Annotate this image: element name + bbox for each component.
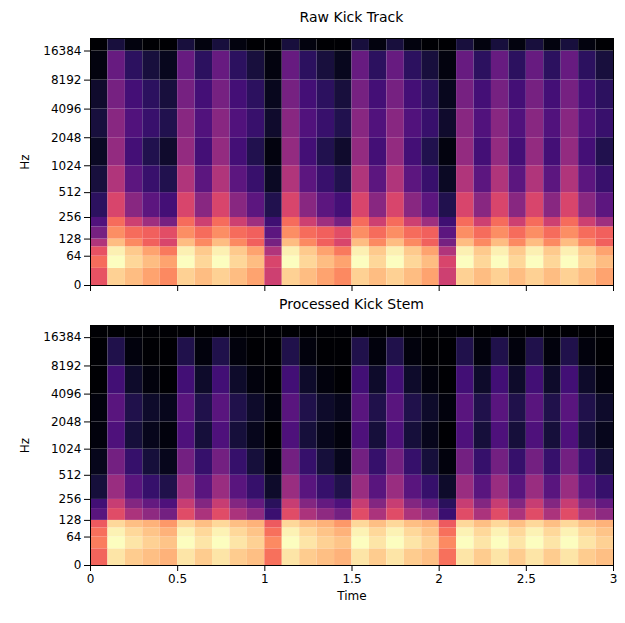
svg-text:1024: 1024 (51, 442, 82, 456)
svg-text:256: 256 (59, 210, 82, 224)
svg-text:Hz: Hz (18, 438, 32, 453)
svg-text:256: 256 (59, 492, 82, 506)
svg-text:16384: 16384 (43, 330, 81, 344)
svg-text:0.5: 0.5 (168, 572, 187, 586)
html-text:Processed Kick Stem: Processed Kick Stem (279, 296, 424, 312)
svg-text:0: 0 (74, 558, 82, 572)
svg-text:2048: 2048 (51, 415, 82, 429)
svg-text:0: 0 (74, 278, 82, 292)
svg-text:Hz: Hz (18, 154, 32, 169)
svg-text:8192: 8192 (51, 73, 82, 87)
svg-text:4096: 4096 (51, 387, 82, 401)
svg-text:3: 3 (610, 572, 618, 586)
svg-text:Time: Time (336, 589, 366, 603)
svg-text:2: 2 (435, 572, 443, 586)
svg-text:128: 128 (59, 513, 82, 527)
svg-text:2.5: 2.5 (517, 572, 536, 586)
html-text:Raw Kick Track: Raw Kick Track (299, 9, 404, 25)
svg-text:2048: 2048 (51, 131, 82, 145)
svg-text:1: 1 (261, 572, 269, 586)
svg-text:0: 0 (87, 572, 95, 586)
svg-text:1024: 1024 (51, 159, 82, 173)
svg-text:64: 64 (66, 530, 81, 544)
svg-text:1.5: 1.5 (342, 572, 361, 586)
svg-text:128: 128 (59, 232, 82, 246)
svg-text:8192: 8192 (51, 359, 82, 373)
svg-text:512: 512 (59, 468, 82, 482)
svg-text:16384: 16384 (43, 44, 81, 58)
svg-text:64: 64 (66, 249, 81, 263)
svg-text:512: 512 (59, 185, 82, 199)
svg-text:4096: 4096 (51, 102, 82, 116)
